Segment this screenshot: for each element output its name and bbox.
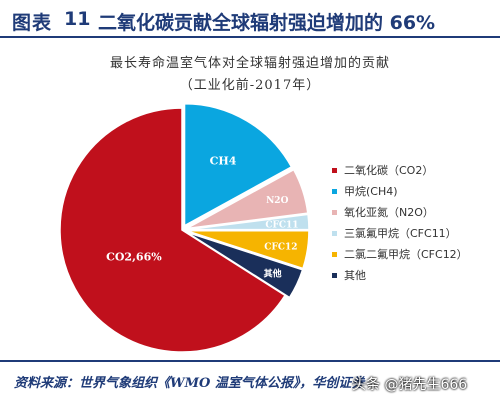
legend-item-co2: 二氧化碳（CO2） [332,160,468,181]
chart-legend: 二氧化碳（CO2） 甲烷(CH4) 氧化亚氮（N2O） 三氯氟甲烷（CFC11） 二氯二… [332,160,468,286]
legend-item-other: 其他 [332,265,468,286]
pie-label-n2o: N2O [266,196,288,206]
chart-title: 最长寿命温室气体对全球辐射强迫增加的贡献 [109,56,390,71]
legend-swatch [332,273,337,278]
pie-label-co2: CO2,66% [106,250,162,263]
pie-slice-ch4 [183,102,293,227]
legend-label: 其他 [344,269,366,282]
figure-label: 图表 [12,12,53,34]
pie-label-other: 其他 [264,268,282,280]
legend-swatch [332,168,337,173]
legend-item-cfc12: 二氯二氟甲烷（CFC12） [332,244,468,265]
source-note: 资料来源：世界气象组织《WMO 温室气体公报》，华创证券 [14,376,365,391]
legend-swatch [332,189,337,194]
figure-number: 11 [64,8,91,30]
watermark: 头条 @猪先生666 [352,377,468,393]
legend-item-cfc11: 三氯氟甲烷（CFC11） [332,223,468,244]
legend-swatch [332,231,337,236]
legend-item-ch4: 甲烷(CH4) [332,181,468,202]
pie-slice-n2o [186,168,309,230]
pie-slice-co2 [59,107,287,353]
legend-item-n2o: 氧化亚氮（N2O） [332,202,468,223]
legend-label: 二氧化碳（CO2） [344,164,434,177]
legend-label: 三氯氟甲烷（CFC11） [344,227,457,240]
figure-header: 图表 11 二氧化碳贡献全球辐射强迫增加的 66% [0,0,500,36]
legend-swatch [332,210,337,215]
pie-slice-other [186,231,304,299]
pie-slice-cfc11 [186,213,310,231]
pie-label-cfc11: CFC11 [265,221,298,231]
figure-title: 二氧化碳贡献全球辐射强迫增加的 66% [98,12,436,34]
pie-label-cfc12: CFC12 [264,243,297,253]
legend-label: 甲烷(CH4) [344,185,398,198]
chart-subtitle: （工业化前-2017年） [179,78,321,93]
legend-label: 二氯二氟甲烷（CFC12） [344,248,468,261]
header-rule [0,36,500,38]
legend-swatch [332,252,337,257]
pie-label-ch4: CH4 [210,155,237,168]
pie-slice-cfc12 [186,230,310,270]
legend-label: 氧化亚氮（N2O） [344,206,434,219]
footer-rule [0,360,500,362]
